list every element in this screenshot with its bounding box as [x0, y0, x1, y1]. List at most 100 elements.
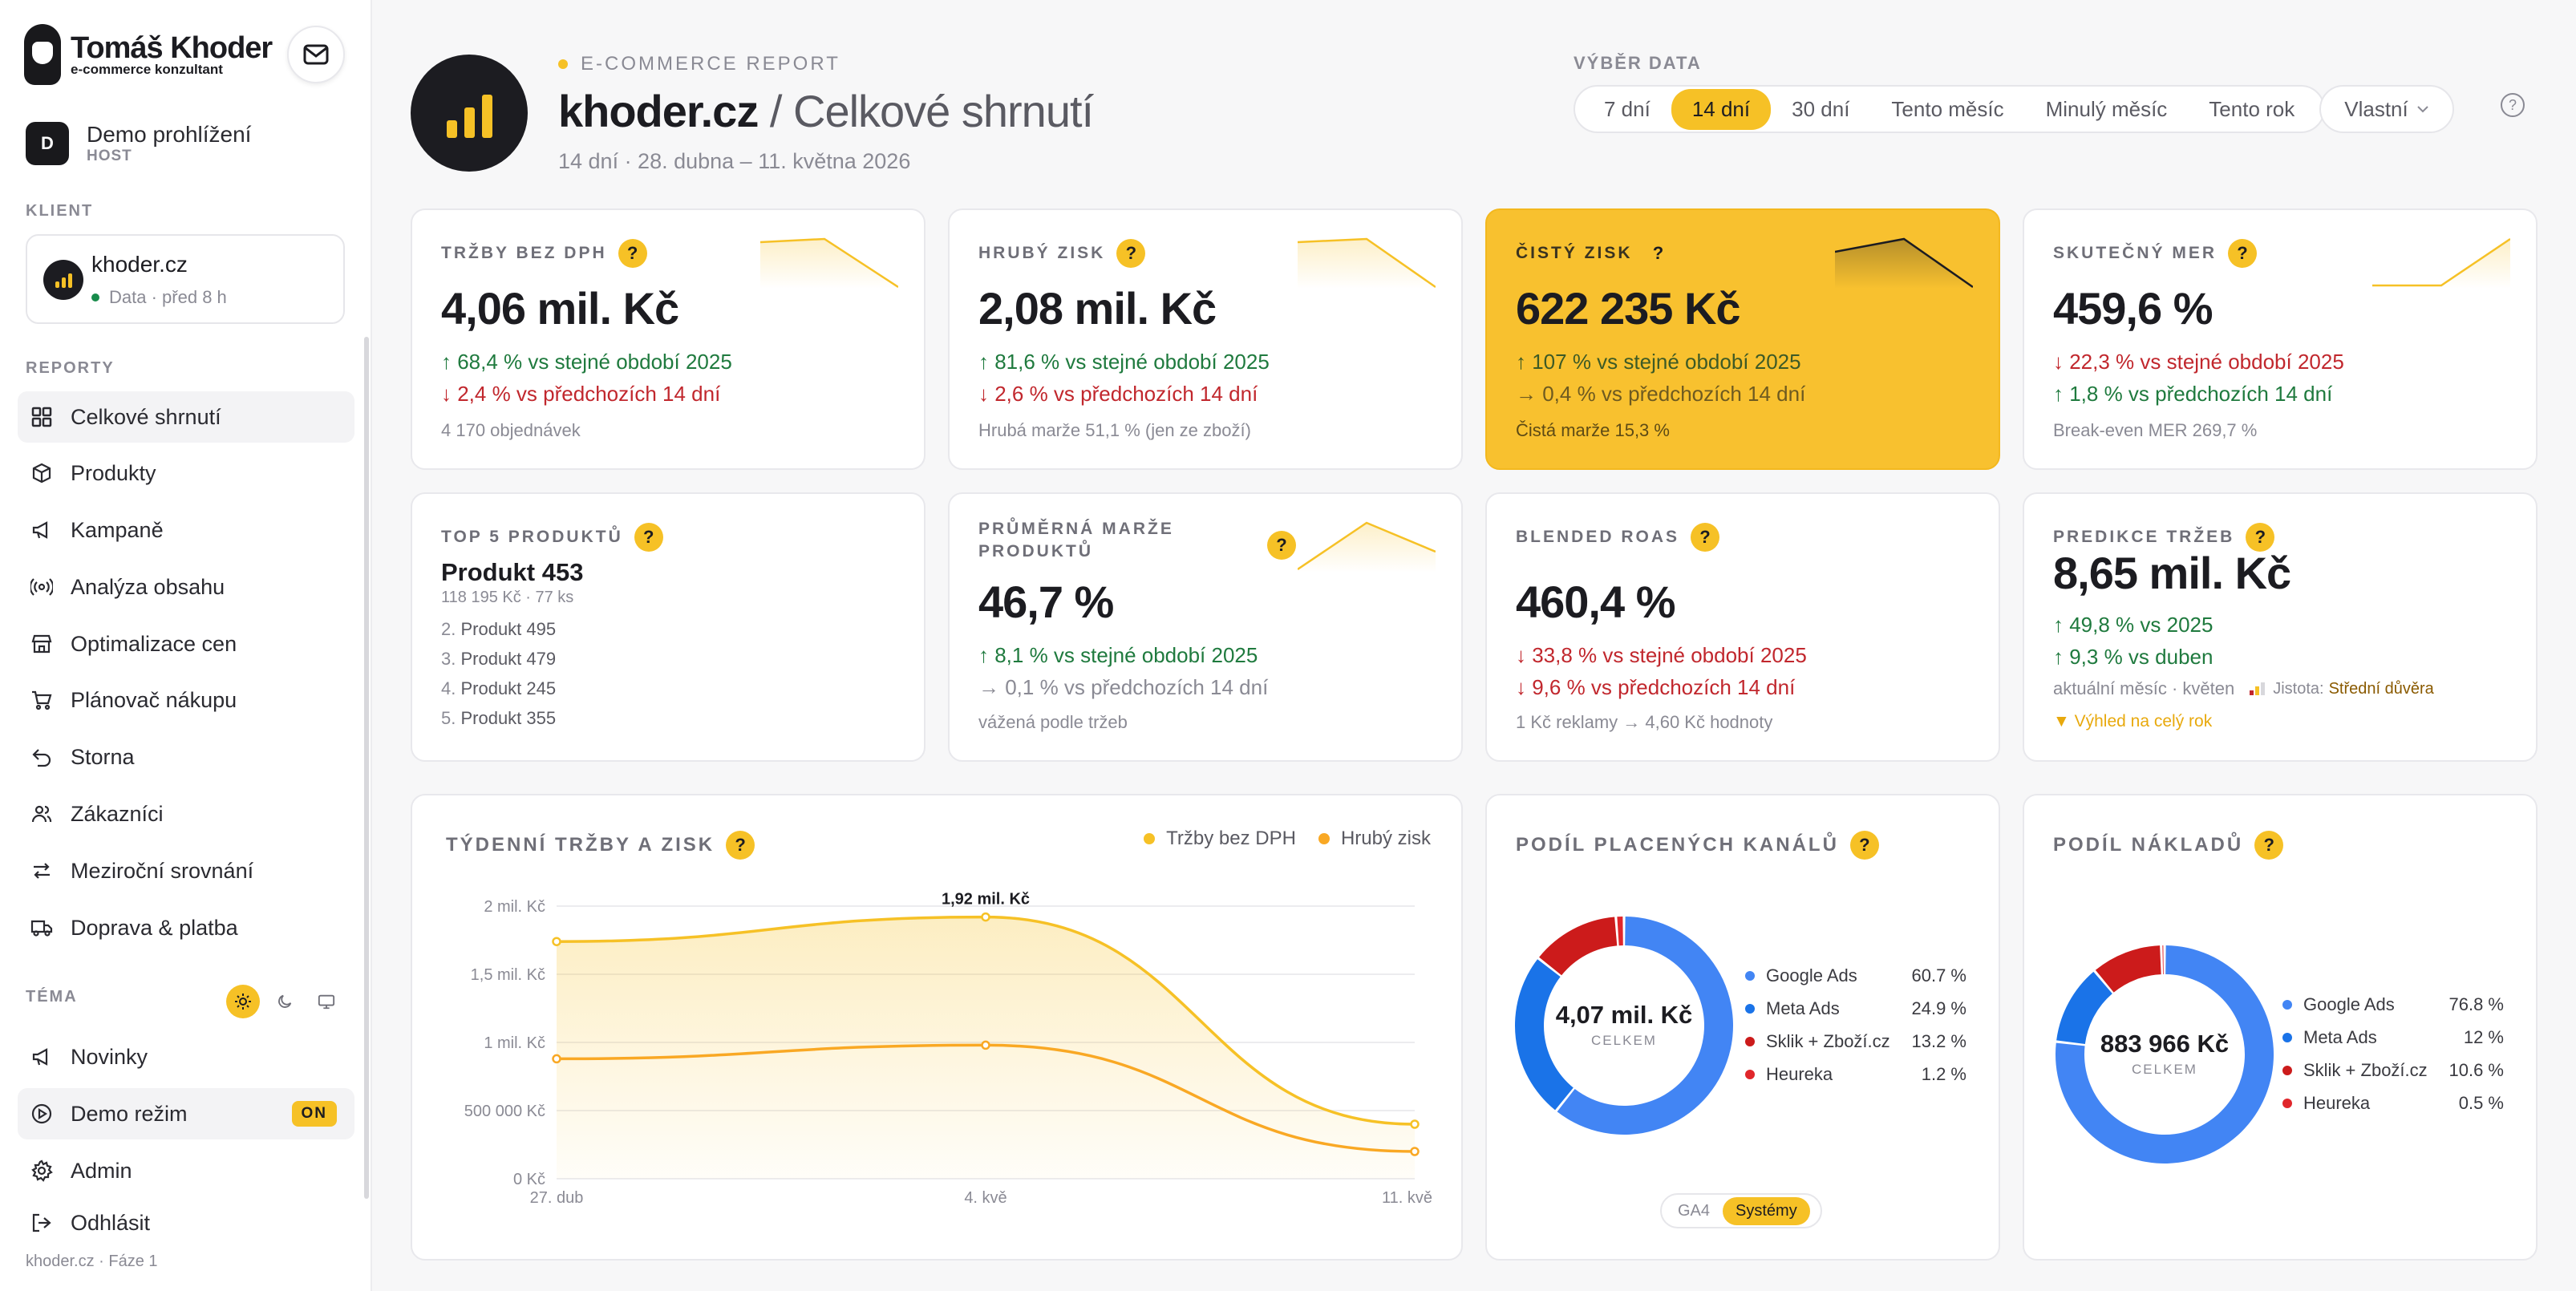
source-toggle: GA4 Systémy: [1660, 1193, 1822, 1228]
help-icon[interactable]: ?: [2246, 523, 2275, 552]
list-item[interactable]: 3. Produkt 479: [441, 649, 557, 669]
kpi-card-predikce: PREDIKCE TRŽEB? 8,65 mil. Kč ↑ 49,8 % vs…: [2023, 492, 2538, 762]
help-icon[interactable]: ?: [1691, 523, 1720, 552]
sidebar-item-optimalizace-cen[interactable]: Optimalizace cen: [18, 618, 354, 670]
y-tick-label: 500 000 Kč: [464, 1103, 545, 1120]
kpi-change-yoy: ↑ 107 % vs stejné období 2025: [1516, 350, 1801, 374]
sidebar-item-demo-rezim[interactable]: Demo režim ON: [18, 1088, 354, 1139]
custom-date-label: Vlastní: [2344, 96, 2408, 121]
donut-center-label: CELKEM: [1591, 1033, 1657, 1048]
donut-slice[interactable]: [2056, 971, 2112, 1045]
costs-card: PODÍL NÁKLADŮ? 883 966 Kč CELKEM Google …: [2023, 794, 2538, 1261]
legend-row: Meta Ads 24.9 %: [1745, 992, 1966, 1025]
toggle-systemy[interactable]: Systémy: [1723, 1196, 1810, 1225]
top-product-name[interactable]: Produkt 453: [441, 558, 584, 586]
client-selector[interactable]: khoder.cz Data · před 8 h: [26, 234, 345, 324]
kpi-note: 4 170 objednávek: [441, 420, 581, 440]
kpi-label: HRUBÝ ZISK?: [978, 239, 1146, 268]
sidebar-item-planovac-nakupu[interactable]: Plánovač nákupu: [18, 674, 354, 726]
donut-center-label: CELKEM: [2132, 1062, 2197, 1077]
donut-slice[interactable]: [1539, 917, 1618, 976]
x-tick-label: 27. dub: [530, 1189, 584, 1207]
help-icon[interactable]: ?: [2228, 239, 2258, 268]
help-icon[interactable]: ?: [618, 239, 647, 268]
donut-slice[interactable]: [2162, 945, 2164, 975]
sidebar-scrollbar[interactable]: [364, 337, 369, 1199]
weekly-area-chart: 0 Kč 500 000 Kč 1 mil. Kč 1,5 mil. Kč 2 mil.…: [464, 891, 1432, 1207]
brand-logo[interactable]: Tomáš Khoder e-commerce konzultant: [24, 24, 273, 85]
toggle-ga4[interactable]: GA4: [1678, 1201, 1711, 1220]
list-item[interactable]: 5. Produkt 355: [441, 708, 557, 728]
kpi-label: BLENDED ROAS?: [1516, 523, 1720, 552]
sidebar-item-storna[interactable]: Storna: [18, 731, 354, 783]
help-icon[interactable]: ?: [1849, 831, 1879, 860]
kpi-label: TOP 5 PRODUKTŮ?: [441, 523, 663, 552]
date-option-this-month[interactable]: Tento měsíc: [1891, 96, 2004, 121]
weekly-chart-card: TÝDENNÍ TRŽBY A ZISK? Tržby bez DPH Hrub…: [411, 794, 1463, 1261]
donut-slice[interactable]: [2095, 945, 2161, 993]
sidebar-item-label: Zákazníci: [71, 801, 164, 826]
gear-icon: [31, 1159, 53, 1182]
sidebar-item-kampane[interactable]: Kampaně: [18, 504, 354, 556]
brand-name: Tomáš Khoder: [71, 31, 273, 65]
help-icon[interactable]: ?: [726, 831, 755, 860]
donut-slice[interactable]: [1515, 959, 1574, 1111]
kpi-note: 1 Kč reklamy → 4,60 Kč hodnoty: [1516, 712, 1773, 732]
mail-button[interactable]: [287, 26, 345, 83]
moon-icon[interactable]: [268, 985, 302, 1018]
kpi-label: PRŮMĚRNÁ MARŽE PRODUKTŮ: [978, 520, 1174, 561]
donut-slice[interactable]: [1617, 917, 1623, 946]
date-option-7[interactable]: 7 dní: [1604, 96, 1651, 121]
year-outlook-toggle[interactable]: ▼ Výhled na celý rok: [2053, 712, 2213, 730]
help-icon[interactable]: ?: [1116, 239, 1146, 268]
help-icon[interactable]: ?: [1267, 531, 1296, 560]
sidebar-item-label: Doprava & platba: [71, 915, 238, 940]
date-option-this-year[interactable]: Tento rok: [2209, 96, 2295, 121]
channels-card: PODÍL PLACENÝCH KANÁLŮ? 4,07 mil. Kč CEL…: [1485, 794, 2000, 1261]
sidebar-item-odhlasit[interactable]: Odhlásit: [18, 1200, 354, 1245]
mail-icon: [303, 44, 329, 65]
donut-center-value: 883 966 Kč: [2100, 1030, 2230, 1058]
page-title: khoder.cz / Celkové shrnutí: [558, 86, 1094, 136]
sidebar-item-novinky[interactable]: Novinky: [18, 1031, 354, 1083]
cart-icon: [32, 690, 52, 710]
costs-donut: [2056, 945, 2274, 1164]
sidebar-item-label: Produkty: [71, 460, 156, 485]
undo-icon: [32, 749, 51, 767]
legend-row: Meta Ads 12 %: [2282, 1021, 2504, 1054]
kpi-value: 4,06 mil. Kč: [441, 283, 679, 334]
help-icon[interactable]: ?: [634, 523, 663, 552]
date-option-30[interactable]: 30 dní: [1792, 96, 1850, 121]
help-icon[interactable]: ?: [1652, 243, 1664, 263]
sidebar-item-zakaznici[interactable]: Zákazníci: [18, 788, 354, 840]
date-option-last-month[interactable]: Minulý měsíc: [2045, 96, 2168, 121]
sparkline: [1835, 237, 1973, 289]
custom-date-dropdown[interactable]: Vlastní: [2319, 85, 2454, 133]
user-info[interactable]: D Demo prohlížení HOST: [26, 122, 251, 165]
data-point: [1410, 1147, 1420, 1156]
client-name: khoder.cz: [91, 252, 188, 277]
sun-icon[interactable]: [226, 985, 260, 1018]
legend-item-zisk[interactable]: Hrubý zisk: [1318, 828, 1431, 850]
sidebar-item-produkty[interactable]: Produkty: [18, 447, 354, 499]
x-tick-label: 11. kvě: [1382, 1189, 1432, 1207]
list-item[interactable]: 4. Produkt 245: [441, 678, 557, 698]
play-circle-icon: [31, 1103, 52, 1124]
data-point: [981, 912, 990, 922]
date-option-14[interactable]: 14 dní: [1671, 88, 1772, 130]
chart-title: PODÍL NÁKLADŮ?: [2053, 831, 2284, 860]
sidebar-item-doprava-platba[interactable]: Doprava & platba: [18, 902, 354, 953]
sidebar-item-analyza-obsahu[interactable]: Analýza obsahu: [18, 561, 354, 613]
legend-item-trzby[interactable]: Tržby bez DPH: [1144, 828, 1296, 850]
donut-slice[interactable]: [1557, 917, 1733, 1135]
sidebar-item-mezirocni-srovnani[interactable]: Meziroční srovnání: [18, 845, 354, 896]
sidebar-item-celkove-shrnuti[interactable]: Celkové shrnutí: [18, 391, 354, 443]
sidebar-item-admin[interactable]: Admin: [18, 1145, 354, 1196]
megaphone-icon: [32, 521, 48, 539]
kicker-dot-icon: [558, 59, 568, 69]
monitor-icon[interactable]: [310, 985, 343, 1018]
list-item[interactable]: 2. Produkt 495: [441, 619, 557, 639]
legend-row: Sklik + Zboží.cz 10.6 %: [2282, 1054, 2504, 1087]
help-icon[interactable]: ?: [2254, 831, 2284, 860]
help-icon[interactable]: ?: [2501, 93, 2525, 117]
